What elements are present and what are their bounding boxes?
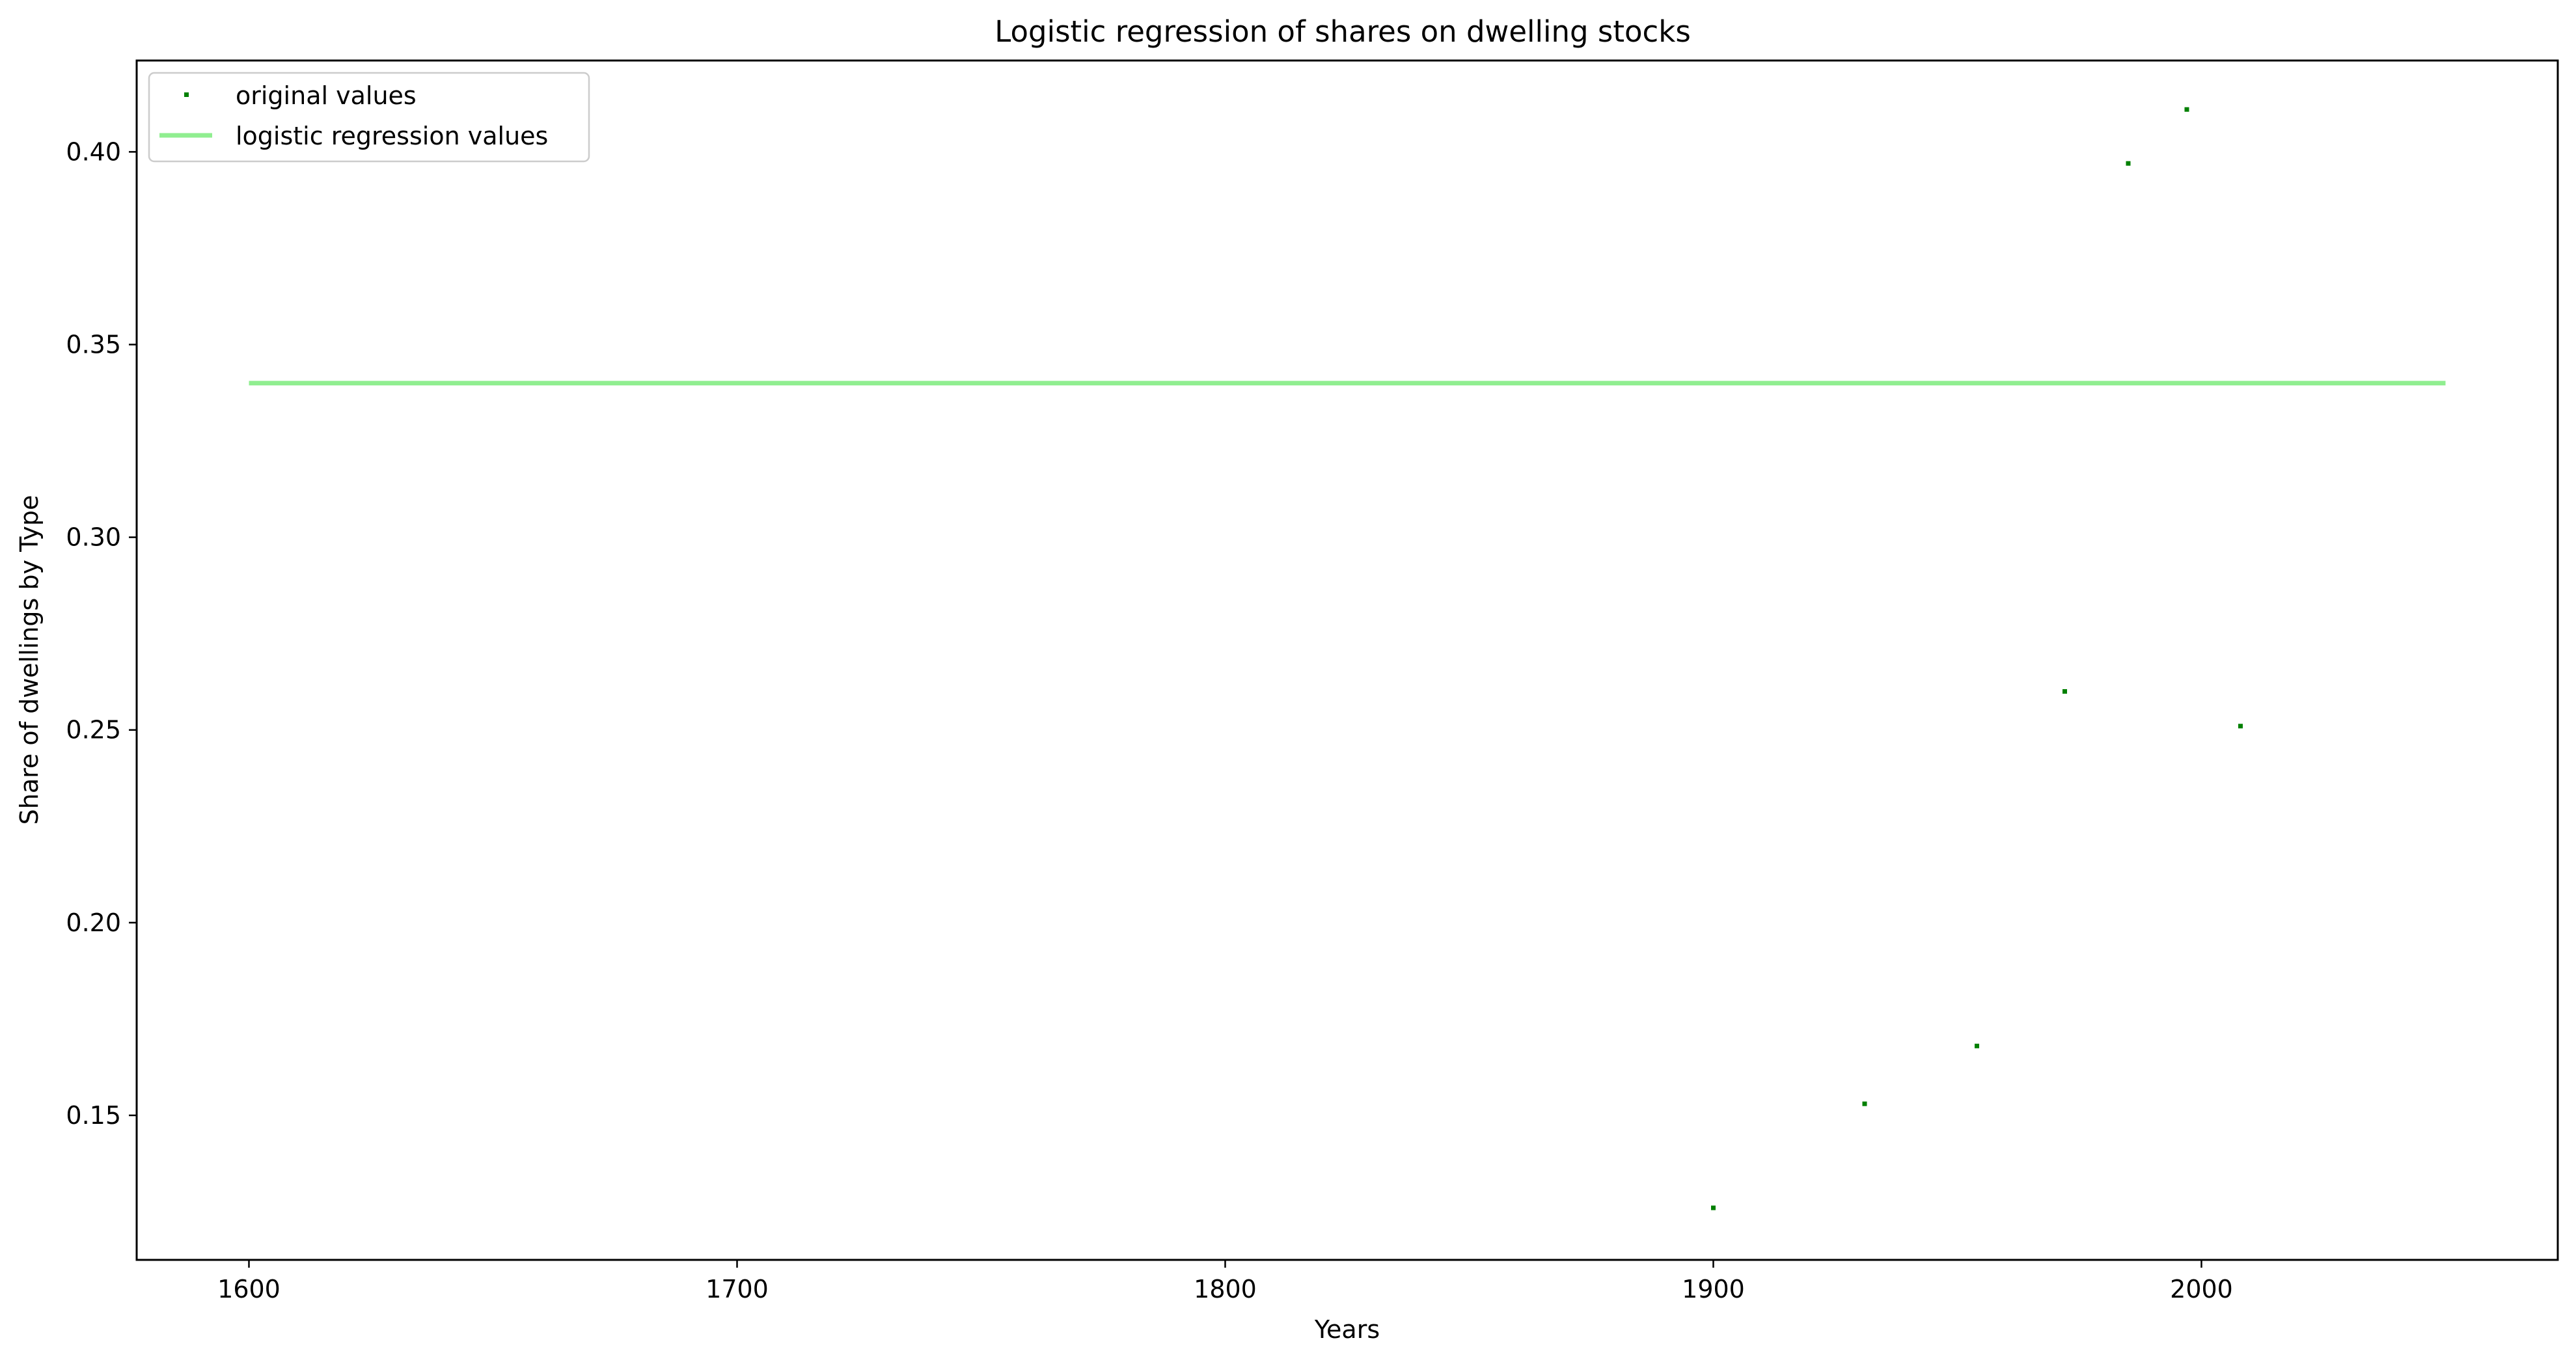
x-tick-label: 2000 <box>2170 1275 2233 1303</box>
plot-frame <box>135 59 2559 1261</box>
data-point <box>2184 107 2189 112</box>
plot-area <box>249 107 2446 1210</box>
data-point <box>2062 689 2067 694</box>
data-point <box>2238 724 2243 729</box>
y-tick-label: 0.40 <box>66 137 121 166</box>
x-tick-label: 1700 <box>706 1275 769 1303</box>
x-tick-label: 1600 <box>217 1275 281 1303</box>
legend-label-logistic-regression: logistic regression values <box>236 122 548 150</box>
y-axis-label: Share of dwellings by Type <box>15 495 44 825</box>
legend-box <box>148 72 590 163</box>
x-axis-label: Years <box>1314 1315 1380 1344</box>
data-point <box>1711 1205 1716 1210</box>
y-tick-label: 0.35 <box>66 330 121 359</box>
y-tick-label: 0.15 <box>66 1101 121 1130</box>
chart-title: Logistic regression of shares on dwellin… <box>994 14 1691 49</box>
axis-ticks: 1600 1700 1800 1900 2000 0.15 0.20 0.25 0.30 0.35… <box>66 137 2232 1303</box>
y-tick-label: 0.20 <box>66 908 121 937</box>
y-tick-label: 0.25 <box>66 716 121 744</box>
data-point <box>1975 1043 1979 1048</box>
legend: original values logistic regression valu… <box>148 72 590 163</box>
legend-label-original-values: original values <box>236 81 417 110</box>
y-tick-label: 0.30 <box>66 523 121 552</box>
x-tick-label: 1800 <box>1194 1275 1257 1303</box>
data-point <box>1862 1101 1867 1106</box>
x-tick-label: 1900 <box>1682 1275 1745 1303</box>
data-point <box>2126 161 2131 166</box>
legend-marker-original-values <box>184 92 189 97</box>
